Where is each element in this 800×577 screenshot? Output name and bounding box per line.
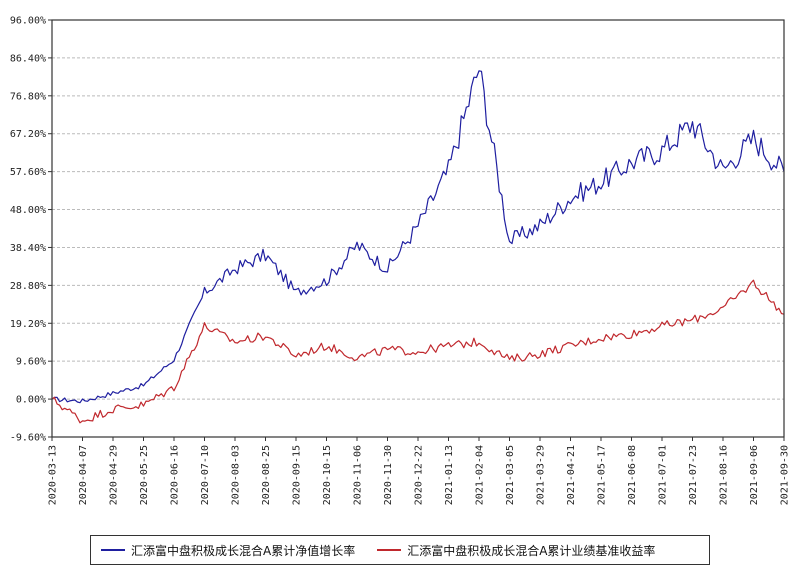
y-tick-label: 96.00%	[10, 16, 46, 27]
series-benchmark-line	[51, 279, 785, 424]
x-tick-label: 2021-07-01	[658, 445, 669, 505]
y-tick-label: 0.00%	[16, 395, 46, 406]
x-tick-label: 2020-10-15	[322, 445, 333, 505]
x-tick-label: 2021-05-17	[597, 445, 608, 505]
x-tick-label: 2020-07-10	[200, 445, 211, 505]
y-tick-label: -9.60%	[10, 433, 46, 444]
x-tick-label: 2020-11-30	[383, 445, 394, 505]
y-tick-label: 67.20%	[10, 129, 46, 140]
gridlines	[52, 57, 784, 400]
plot-frame	[51, 19, 785, 438]
legend-swatch-blue	[101, 549, 125, 551]
x-tick-label: 2020-11-06	[353, 445, 364, 505]
x-tick-label: 2020-12-22	[414, 445, 425, 505]
y-tick-label: 28.80%	[10, 281, 46, 292]
series-lines	[51, 70, 785, 424]
x-tick-label: 2020-03-13	[48, 445, 59, 505]
x-tick-label: 2021-04-21	[566, 445, 577, 505]
y-tick-label: 38.40%	[10, 243, 46, 254]
legend-label: 汇添富中盘积极成长混合A累计业绩基准收益率	[407, 543, 656, 558]
x-tick-label: 2021-09-30	[780, 445, 791, 505]
y-tick-label: 48.00%	[10, 205, 46, 216]
x-tick-label: 2021-03-29	[536, 445, 547, 505]
legend-item-nav-growth: 汇添富中盘积极成长混合A累计净值增长率	[101, 542, 355, 559]
x-tick-label: 2020-08-25	[261, 445, 272, 505]
x-tick-label: 2020-06-16	[170, 445, 181, 505]
y-tick-label: 9.60%	[16, 357, 46, 368]
x-tick-label: 2021-09-06	[749, 445, 760, 505]
y-tick-label: 57.60%	[10, 167, 46, 178]
x-tick-label: 2020-09-15	[292, 445, 303, 505]
x-tick-label: 2020-08-03	[231, 445, 242, 505]
x-tick-label: 2020-04-29	[109, 445, 120, 505]
x-tick-label: 2021-02-04	[475, 445, 486, 505]
y-tick-label: 19.20%	[10, 319, 46, 330]
legend: 汇添富中盘积极成长混合A累计净值增长率 汇添富中盘积极成长混合A累计业绩基准收益…	[90, 535, 710, 565]
x-tick-label: 2021-08-16	[719, 445, 730, 505]
x-tick-label: 2021-03-05	[505, 445, 516, 505]
y-axis: 96.00% 86.40% 76.80% 67.20% 57.60% 48.00% 38.4…	[10, 16, 52, 444]
y-tick-label: 86.40%	[10, 53, 46, 64]
series-nav-growth-line	[51, 70, 785, 404]
legend-item-benchmark: 汇添富中盘积极成长混合A累计业绩基准收益率	[377, 542, 655, 559]
x-axis: 2020-03-13 2020-04-07 2020-04-29 2020-05-25…	[48, 437, 791, 505]
x-tick-label: 2020-05-25	[139, 445, 150, 505]
legend-label: 汇添富中盘积极成长混合A累计净值增长率	[131, 543, 356, 558]
x-tick-label: 2021-07-23	[688, 445, 699, 505]
y-tick-label: 76.80%	[10, 91, 46, 102]
legend-swatch-red	[377, 549, 402, 551]
x-tick-label: 2020-04-07	[78, 445, 89, 505]
x-tick-label: 2021-01-13	[444, 445, 455, 505]
x-tick-label: 2021-06-08	[627, 445, 638, 505]
